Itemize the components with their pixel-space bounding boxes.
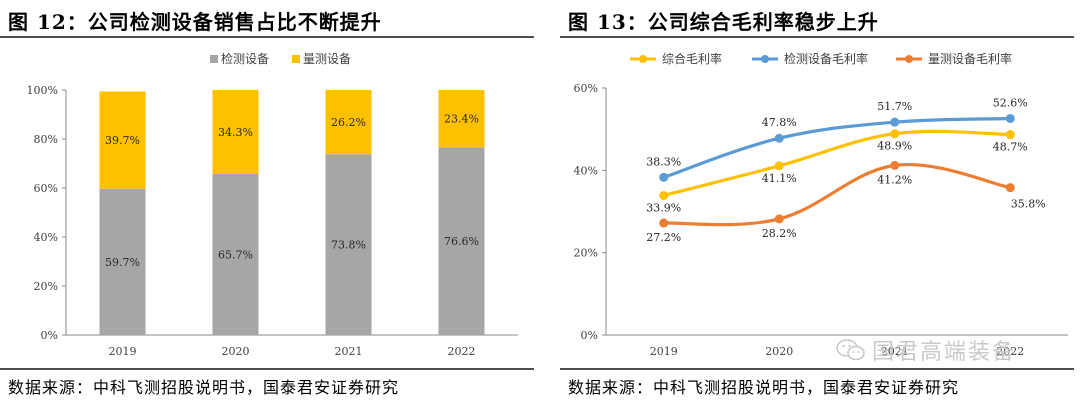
- y-tick-label: 0%: [41, 329, 58, 342]
- x-tick-label: 2020: [222, 345, 250, 358]
- panel-gross-margin: 图 13：公司综合毛利率稳步上升 0% 20% 40% 60% 2019 2020 2021…: [560, 0, 1080, 402]
- x-tick-label: 2021: [335, 345, 363, 358]
- chart-title: 图 12：公司检测设备销售占比不断提升: [8, 10, 382, 34]
- data-label: 47.8%: [762, 116, 797, 129]
- y-tick-label: 20%: [34, 280, 58, 293]
- data-point: [890, 160, 900, 170]
- x-tick-label: 2019: [650, 345, 678, 358]
- series-line: [663, 116, 1011, 179]
- x-tick-label: 2020: [765, 345, 793, 358]
- watermark-text: 国君高端装备: [872, 340, 1017, 365]
- data-point: [774, 161, 784, 171]
- y-tick-label: 0%: [581, 329, 598, 342]
- wechat-icon: [836, 339, 865, 361]
- data-label: 23.4%: [444, 113, 479, 126]
- data-label: 52.6%: [993, 96, 1028, 109]
- data-point: [659, 190, 669, 200]
- x-tick-label: 2021: [881, 345, 909, 358]
- data-point: [1005, 183, 1015, 193]
- data-label: 59.7%: [105, 256, 140, 269]
- y-tick-label: 20%: [574, 247, 598, 260]
- bar-segment: [212, 174, 259, 335]
- data-label: 39.7%: [105, 134, 140, 147]
- data-point: [659, 172, 669, 182]
- y-tick-label: 40%: [574, 164, 598, 177]
- series-line: [663, 162, 1011, 227]
- y-tick-label: 80%: [34, 133, 58, 146]
- bar-segment: [99, 188, 146, 335]
- chart-title: 图 13：公司综合毛利率稳步上升: [568, 10, 879, 34]
- bar-segment: [438, 90, 485, 148]
- source-note: 数据来源：中科飞测招股说明书，国泰君安证券研究: [8, 378, 400, 397]
- x-tick-label: 2022: [448, 345, 476, 358]
- data-point: [774, 133, 784, 143]
- title-rule: [560, 36, 1074, 38]
- source-rule: [0, 368, 534, 370]
- data-label: 76.6%: [444, 235, 479, 248]
- legend-label: 量测设备毛利率: [928, 51, 1012, 66]
- data-label: 65.7%: [218, 249, 253, 262]
- legend-label: 综合毛利率: [662, 51, 722, 66]
- source-rule: [560, 368, 1074, 370]
- legend-swatch: [210, 55, 218, 63]
- data-point: [890, 117, 900, 127]
- line-chart: 0% 20% 40% 60% 2019 2020 2021 2022 33.9% 41.1% 48.…: [574, 51, 1068, 358]
- data-point: [659, 218, 669, 228]
- series-line: [663, 129, 1011, 197]
- data-label: 33.9%: [646, 201, 681, 214]
- bar-segment: [438, 147, 485, 335]
- legend-swatch: [292, 55, 300, 63]
- data-label: 28.2%: [762, 227, 797, 240]
- data-label: 41.2%: [877, 173, 912, 186]
- panel-sales-share: 图 12：公司检测设备销售占比不断提升 0% 20% 40% 60% 80% 100% 59…: [0, 10, 534, 397]
- source-note: 数据来源：中科飞测招股说明书，国泰君安证券研究: [568, 378, 960, 397]
- data-point: [890, 129, 900, 139]
- data-label: 73.8%: [331, 239, 366, 252]
- data-label: 26.2%: [331, 116, 366, 129]
- data-label: 48.9%: [877, 140, 912, 153]
- legend-label: 量测设备: [303, 52, 351, 66]
- data-label: 35.8%: [1011, 198, 1046, 211]
- x-tick-label: 2022: [996, 345, 1024, 358]
- data-label: 48.7%: [993, 141, 1028, 154]
- legend-marker: [905, 55, 913, 63]
- y-tick-label: 60%: [574, 82, 598, 95]
- data-label: 38.3%: [646, 155, 681, 168]
- x-tick-label: 2019: [109, 345, 137, 358]
- legend-marker: [761, 55, 769, 63]
- bar-segment: [212, 90, 259, 175]
- data-label: 41.1%: [762, 172, 797, 185]
- y-tick-label: 60%: [34, 182, 58, 195]
- legend-label: 检测设备毛利率: [784, 51, 868, 66]
- title-rule: [0, 36, 534, 38]
- bar-segment: [99, 91, 146, 189]
- data-label: 51.7%: [877, 100, 912, 113]
- legend-marker: [639, 55, 647, 63]
- data-label: 27.2%: [646, 231, 681, 244]
- data-label: 34.3%: [218, 126, 253, 139]
- data-point: [774, 214, 784, 224]
- y-tick-label: 100%: [27, 84, 58, 97]
- legend-label: 检测设备: [221, 51, 269, 66]
- y-tick-label: 40%: [34, 231, 58, 244]
- data-point: [1005, 130, 1015, 140]
- bar-segment: [325, 90, 372, 155]
- data-point: [1005, 113, 1015, 123]
- bar-segment: [325, 154, 372, 335]
- stacked-bar-chart: 0% 20% 40% 60% 80% 100% 59.7% 39.7% 2019 65.7% 34.…: [27, 51, 518, 358]
